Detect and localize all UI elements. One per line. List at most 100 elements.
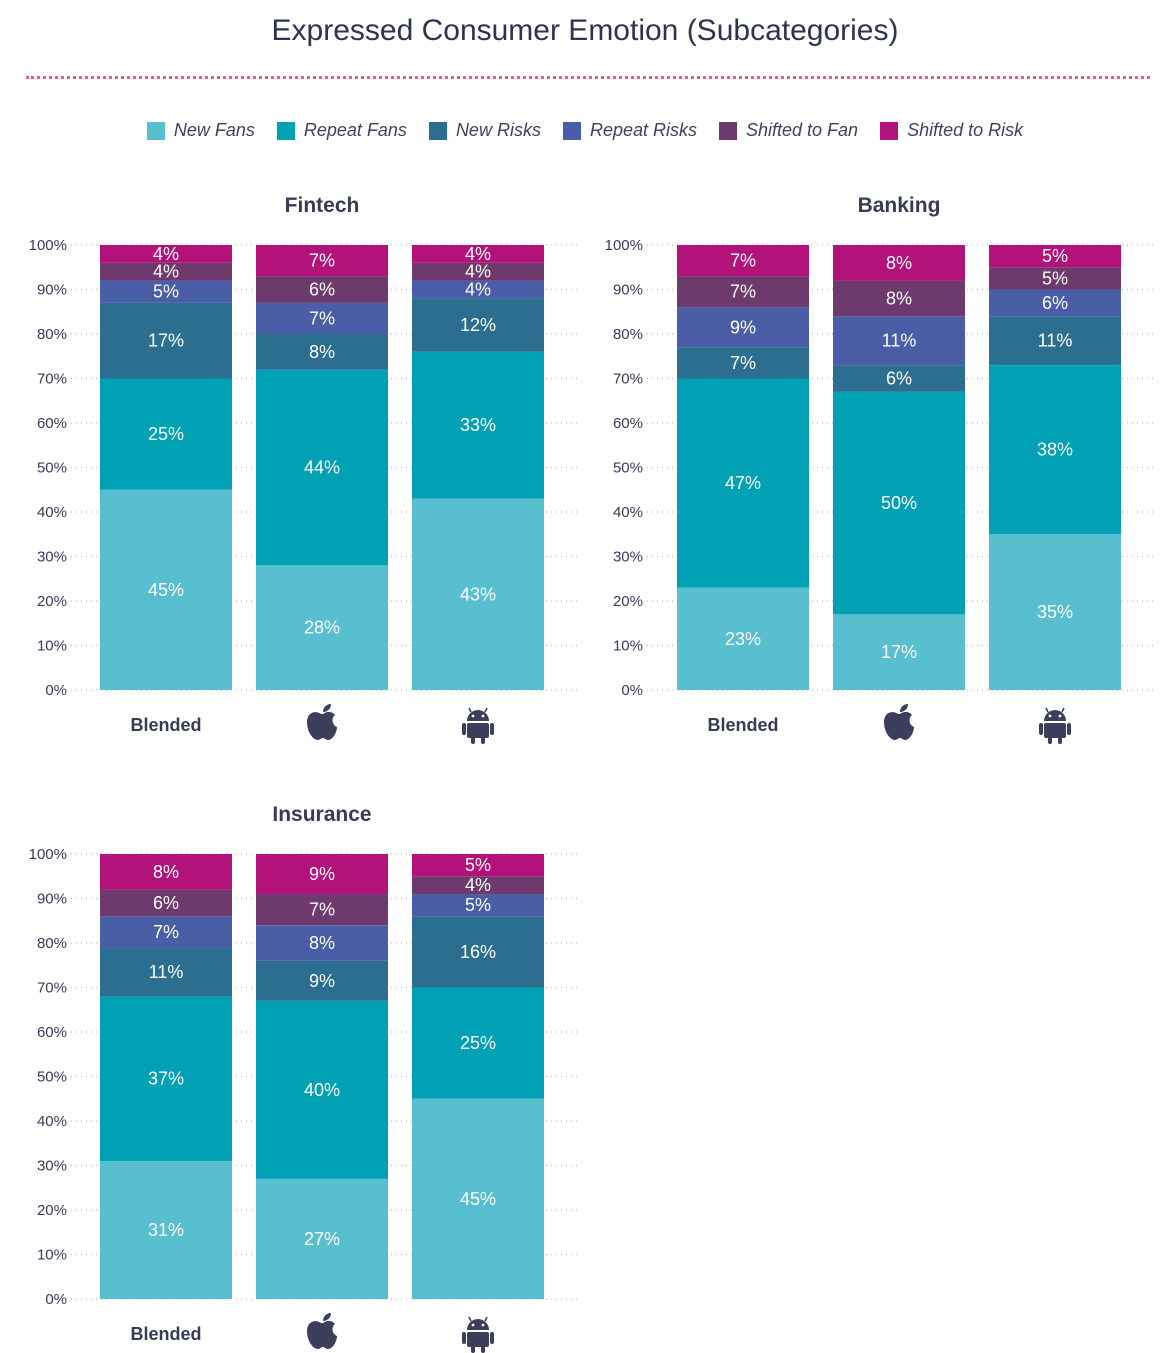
- legend-swatch: [276, 121, 295, 140]
- page-title: Expressed Consumer Emotion (Subcategorie…: [271, 14, 899, 47]
- apple-icon: [307, 704, 337, 740]
- y-tick-label: 40%: [613, 504, 643, 521]
- bar-segment-shifted-to-fan: [256, 276, 388, 303]
- legend-label: Shifted to Fan: [746, 120, 859, 140]
- data-label: 37%: [148, 1069, 184, 1089]
- data-label: 45%: [460, 1189, 496, 1209]
- data-label: 12%: [460, 315, 496, 335]
- data-label: 5%: [1042, 246, 1068, 266]
- bar-segment-repeat-fans: [100, 996, 232, 1162]
- bar-segment-new-fans: [677, 587, 809, 690]
- legend-label: Repeat Fans: [303, 120, 407, 140]
- data-label: 25%: [148, 424, 184, 444]
- data-label: 9%: [309, 971, 335, 991]
- data-label: 9%: [730, 317, 756, 337]
- bar-segment-repeat-fans: [677, 378, 809, 588]
- legend-item-new-risks: New Risks: [428, 120, 541, 141]
- data-label: 4%: [465, 875, 491, 895]
- y-tick-label: 50%: [37, 460, 67, 477]
- bar-segment-new-fans: [100, 1161, 232, 1299]
- bar-segment-new-fans: [256, 565, 388, 690]
- chart-title: Banking: [858, 194, 941, 217]
- y-tick-label: 50%: [613, 460, 643, 477]
- data-label: 7%: [309, 251, 335, 271]
- bar-segment-shifted-to-fan: [412, 876, 544, 895]
- y-tick-label: 10%: [37, 1247, 67, 1264]
- bar-segment-shifted-to-risk: [989, 245, 1121, 268]
- data-label: 31%: [148, 1220, 184, 1240]
- data-label: 4%: [465, 262, 491, 282]
- bar-segment-repeat-risks: [256, 925, 388, 961]
- data-label: 8%: [309, 342, 335, 362]
- data-label: 11%: [882, 331, 917, 351]
- data-label: 23%: [725, 629, 761, 649]
- bar-segment-repeat-risks: [412, 894, 544, 917]
- legend-label: Shifted to Risk: [907, 120, 1024, 140]
- data-label: 4%: [465, 244, 491, 264]
- bar-segment-shifted-to-risk: [100, 854, 232, 890]
- chart-title: Insurance: [272, 803, 371, 826]
- legend-item-repeat-fans: Repeat Fans: [276, 120, 407, 141]
- y-tick-label: 20%: [37, 1202, 67, 1219]
- y-tick-label: 70%: [37, 371, 67, 388]
- data-label: 47%: [725, 473, 761, 493]
- legend-swatch: [428, 121, 447, 140]
- bar-segment-repeat-fans: [412, 987, 544, 1099]
- y-tick-label: 50%: [37, 1069, 67, 1086]
- legend-label: New Risks: [455, 120, 541, 140]
- y-tick-label: 40%: [37, 504, 67, 521]
- y-tick-label: 30%: [37, 1158, 67, 1175]
- bar-segment-repeat-fans: [989, 365, 1121, 535]
- y-tick-label: 90%: [37, 891, 67, 908]
- y-tick-label: 20%: [613, 593, 643, 610]
- data-label: 7%: [153, 922, 179, 942]
- bar-segment-shifted-to-fan: [100, 262, 232, 281]
- bar-segment-repeat-fans: [256, 1000, 388, 1179]
- bar-segment-repeat-risks: [100, 280, 232, 303]
- y-tick-label: 30%: [613, 549, 643, 566]
- data-label: 17%: [881, 642, 917, 662]
- bar-segment-shifted-to-risk: [833, 245, 965, 281]
- y-tick-label: 90%: [37, 282, 67, 299]
- bar-segment-shifted-to-fan: [412, 262, 544, 281]
- bar-segment-repeat-risks: [256, 302, 388, 334]
- bar-segment-new-fans: [833, 614, 965, 690]
- y-tick-label: 100%: [605, 237, 643, 254]
- data-label: 35%: [1037, 602, 1073, 622]
- bar-segment-new-risks: [100, 302, 232, 379]
- bar-segment-new-fans: [989, 534, 1121, 690]
- data-label: 16%: [460, 942, 496, 962]
- bar-segment-shifted-to-risk: [100, 245, 232, 263]
- bar-segment-new-risks: [256, 334, 388, 370]
- bar-segment-new-fans: [412, 498, 544, 690]
- y-tick-label: 40%: [37, 1113, 67, 1130]
- data-label: 4%: [153, 244, 179, 264]
- data-label: 8%: [153, 862, 179, 882]
- bar-segment-new-risks: [833, 365, 965, 392]
- y-tick-label: 0%: [45, 1291, 67, 1308]
- data-label: 9%: [309, 864, 335, 884]
- bar-segment-repeat-risks: [100, 916, 232, 948]
- data-label: 7%: [309, 900, 335, 920]
- data-label: 27%: [304, 1229, 340, 1249]
- data-label: 6%: [309, 280, 335, 300]
- data-label: 45%: [148, 580, 184, 600]
- bar-segment-repeat-risks: [677, 307, 809, 348]
- bar-segment-new-fans: [412, 1098, 544, 1299]
- legend-swatch: [880, 121, 899, 140]
- bar-segment-shifted-to-risk: [677, 245, 809, 277]
- chart-fintech: Fintech 0% 10% 20% 30% 40% 50% 60% 70% 80% 90% 100%…: [29, 194, 578, 744]
- y-tick-label: 30%: [37, 549, 67, 566]
- data-label: 5%: [465, 895, 491, 915]
- x-category-label: Blended: [707, 715, 778, 735]
- data-label: 7%: [730, 251, 756, 271]
- data-label: 8%: [886, 253, 912, 273]
- bar-segment-shifted-to-risk: [256, 245, 388, 277]
- bar-segment-repeat-fans: [412, 351, 544, 499]
- bar-segment-shifted-to-risk: [412, 854, 544, 877]
- bar-segment-new-risks: [256, 960, 388, 1001]
- legend-swatch: [719, 121, 737, 140]
- data-label: 7%: [730, 282, 756, 302]
- data-label: 44%: [304, 458, 340, 478]
